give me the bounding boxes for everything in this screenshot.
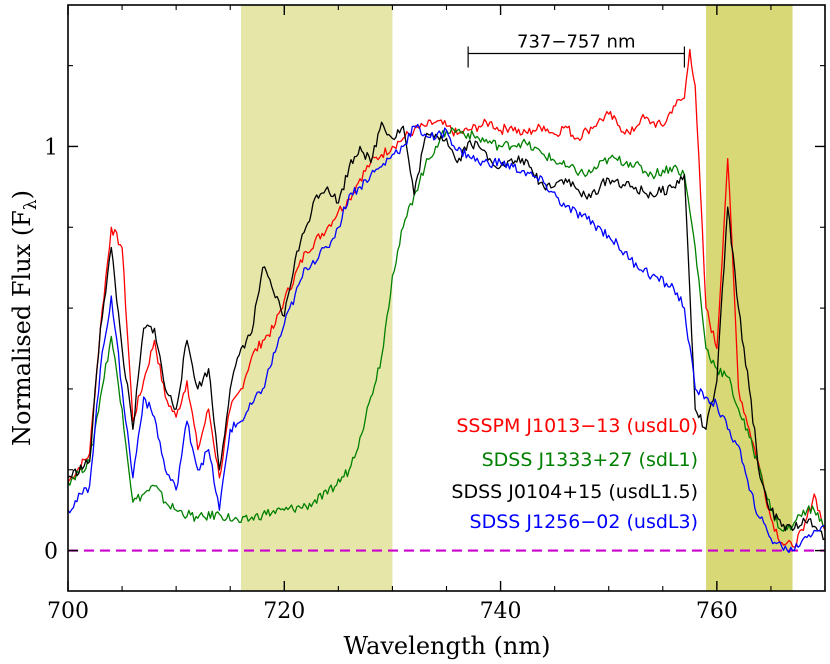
legend: SSSPM J1013−13 (usdL0) SDSS J1333+27 (sd… bbox=[451, 415, 698, 533]
y-tick-label-0: 0 bbox=[44, 540, 58, 565]
x-tick-label-760: 760 bbox=[696, 599, 738, 624]
annotation-label: 737−757 nm bbox=[517, 31, 635, 52]
wavelength-range-annotation: 737−757 nm bbox=[467, 31, 686, 68]
series-lines bbox=[67, 48, 826, 554]
x-tick-label-700: 700 bbox=[47, 599, 89, 624]
series-line-ssspm-j1013 bbox=[67, 48, 826, 548]
legend-entry-sdss-j1256: SDSS J1256−02 (usdL3) bbox=[470, 511, 698, 533]
legend-entry-sdss-j0104: SDSS J0104+15 (usdL1.5) bbox=[451, 481, 698, 503]
y-axis-label-subscript: λ bbox=[21, 199, 41, 210]
x-tick-label-720: 720 bbox=[263, 599, 305, 624]
series-line-sdss-j1256 bbox=[67, 123, 826, 554]
x-axis-label: Wavelength (nm) bbox=[343, 632, 550, 660]
series-line-sdss-j0104 bbox=[67, 121, 826, 541]
telluric-band-2 bbox=[706, 5, 793, 591]
telluric-band-1 bbox=[241, 5, 393, 591]
axis-ticks: 700 720 740 760 0 1 bbox=[44, 5, 826, 624]
y-axis-label-main: Normalised Flux (F bbox=[8, 210, 36, 446]
legend-entry-sdss-j1333: SDSS J1333+27 (sdL1) bbox=[482, 449, 698, 471]
shaded-bands bbox=[241, 5, 793, 591]
y-axis-label: Normalised Flux (Fλ) bbox=[8, 190, 41, 446]
y-axis-label-close: ) bbox=[8, 190, 36, 199]
legend-entry-ssspm-j1013: SSSPM J1013−13 (usdL0) bbox=[456, 415, 698, 437]
x-tick-label-740: 740 bbox=[480, 599, 522, 624]
y-tick-label-1: 1 bbox=[44, 135, 58, 160]
